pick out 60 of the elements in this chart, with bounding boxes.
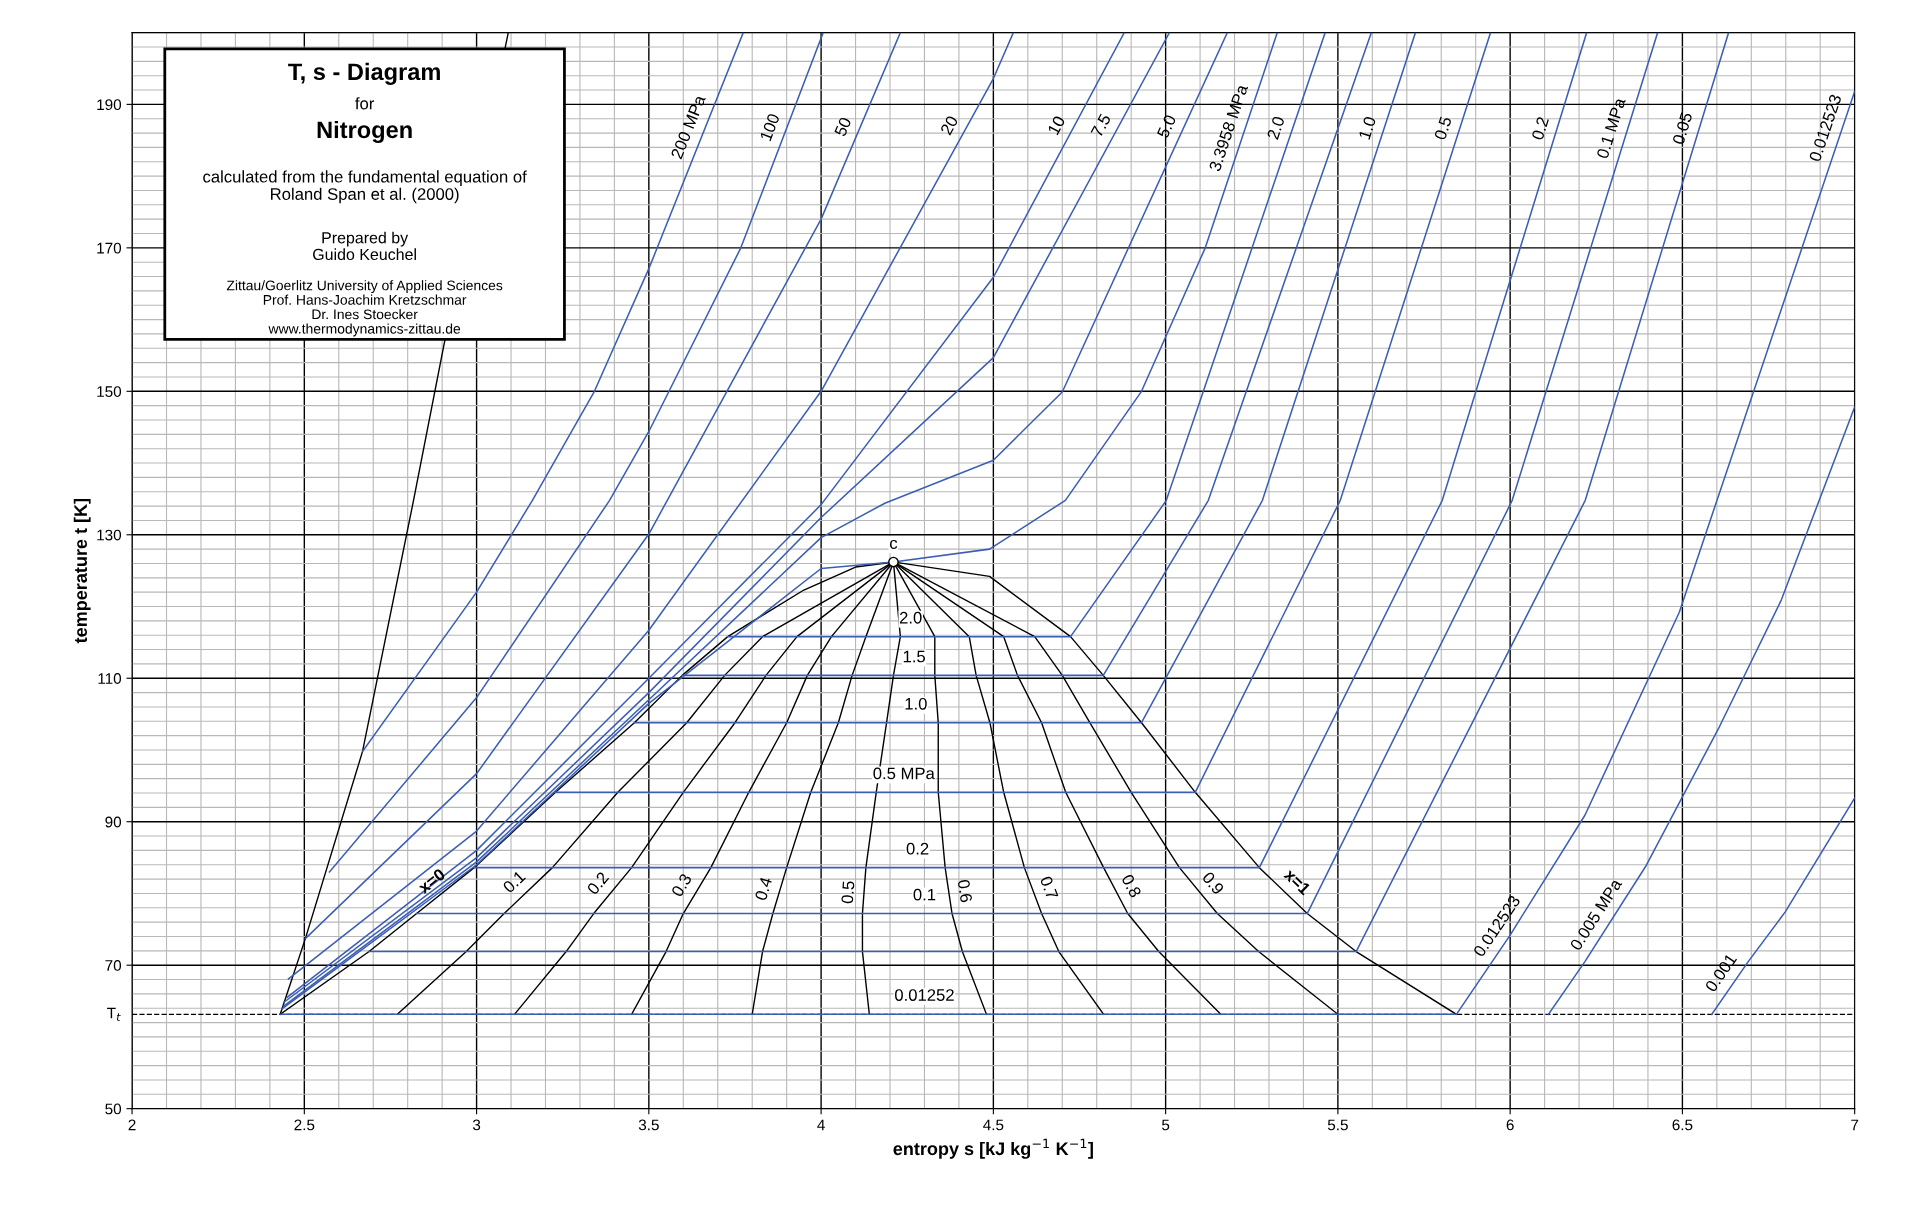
annotation: 1.0 [905,697,927,710]
text: 0.7 [1039,875,1059,900]
annotation: 2.0 [899,611,922,624]
x-tick-label: 6 [1506,1119,1514,1131]
text: 100 [759,112,780,142]
text: for [355,97,375,110]
annotation: calculated from the fundamental equation of Roland Span et al. (2000) [203,170,527,204]
annotation: 0.01252 [894,989,954,1001]
x-axis-title: entropy s [kJ kg$^{−1}$ K$^{−1}$] [893,1138,1093,1159]
x-tick-label: 3 [472,1119,481,1131]
annotation: c [890,539,898,550]
text: 3.3958 MPa [1208,83,1249,172]
annotation: 0.5 MPa [873,767,935,780]
text: 0.8 [1121,873,1142,899]
text: 0.5 [841,880,855,904]
text: 0.3 [670,872,693,898]
x-tick-label: 7 [1851,1119,1859,1131]
text: 0.2 [1531,116,1550,141]
text: 0.1 MPa [1596,96,1626,160]
text: 0.9 [1201,870,1225,896]
x-tick-label: 2.5 [294,1119,315,1131]
x-tick-label: 6.5 [1672,1119,1693,1131]
text: 0.05 [1672,111,1693,145]
x-tick-label: 5.5 [1327,1119,1348,1131]
text: 0.1 [502,870,526,894]
text: 2.0 [1266,115,1285,140]
annotation: Nitrogen [317,120,412,143]
y-axis-title: temperature t [K] [73,498,91,644]
y-tick-label: 50 [105,1103,122,1115]
text: 10 [1047,115,1066,136]
y-tick-label: 130 [97,529,122,541]
text: 0.6 [957,879,973,903]
text: 1.0 [1358,115,1377,140]
y-tick-label: 170 [97,242,122,254]
y-tick-label: 110 [98,673,122,684]
text: 0.5 [1433,115,1452,141]
text: 0.2 [586,871,610,896]
text: 0.4 [754,876,773,901]
x-tick-label: 3.5 [638,1119,659,1131]
annotation: Zittau/Goerlitz University of Applied Sciences Prof. Hans-Joachim Kretzschmar Dr. Ines Stoecker www.thermodynamics-zittau.de [226,280,503,337]
text: x=1 [1283,867,1312,896]
text: 7.5 [1090,113,1112,138]
text: T, s - Diagram [288,62,440,85]
annotation: 1.5 [903,650,926,663]
x-tick-label: 5 [1161,1119,1170,1131]
annotation: 0.2 [906,842,929,855]
ref-line-label: T$_{t}$ [107,1007,121,1021]
annotation: Prepared by Guido Keuchel [313,231,416,261]
annotation: 0.1 [913,888,936,901]
text: 200 MPa [670,93,706,160]
x-tick-label: 4 [817,1119,825,1131]
y-tick-label: 90 [105,816,122,828]
y-tick-label: 190 [97,99,122,111]
text: 50 [834,116,852,137]
text: 20 [939,114,959,136]
text: x=0 [417,867,446,895]
x-tick-label: 2 [128,1119,136,1131]
y-tick-label: 70 [105,960,122,971]
y-tick-label: 150 [97,386,122,397]
x-tick-label: 4.5 [983,1119,1004,1131]
